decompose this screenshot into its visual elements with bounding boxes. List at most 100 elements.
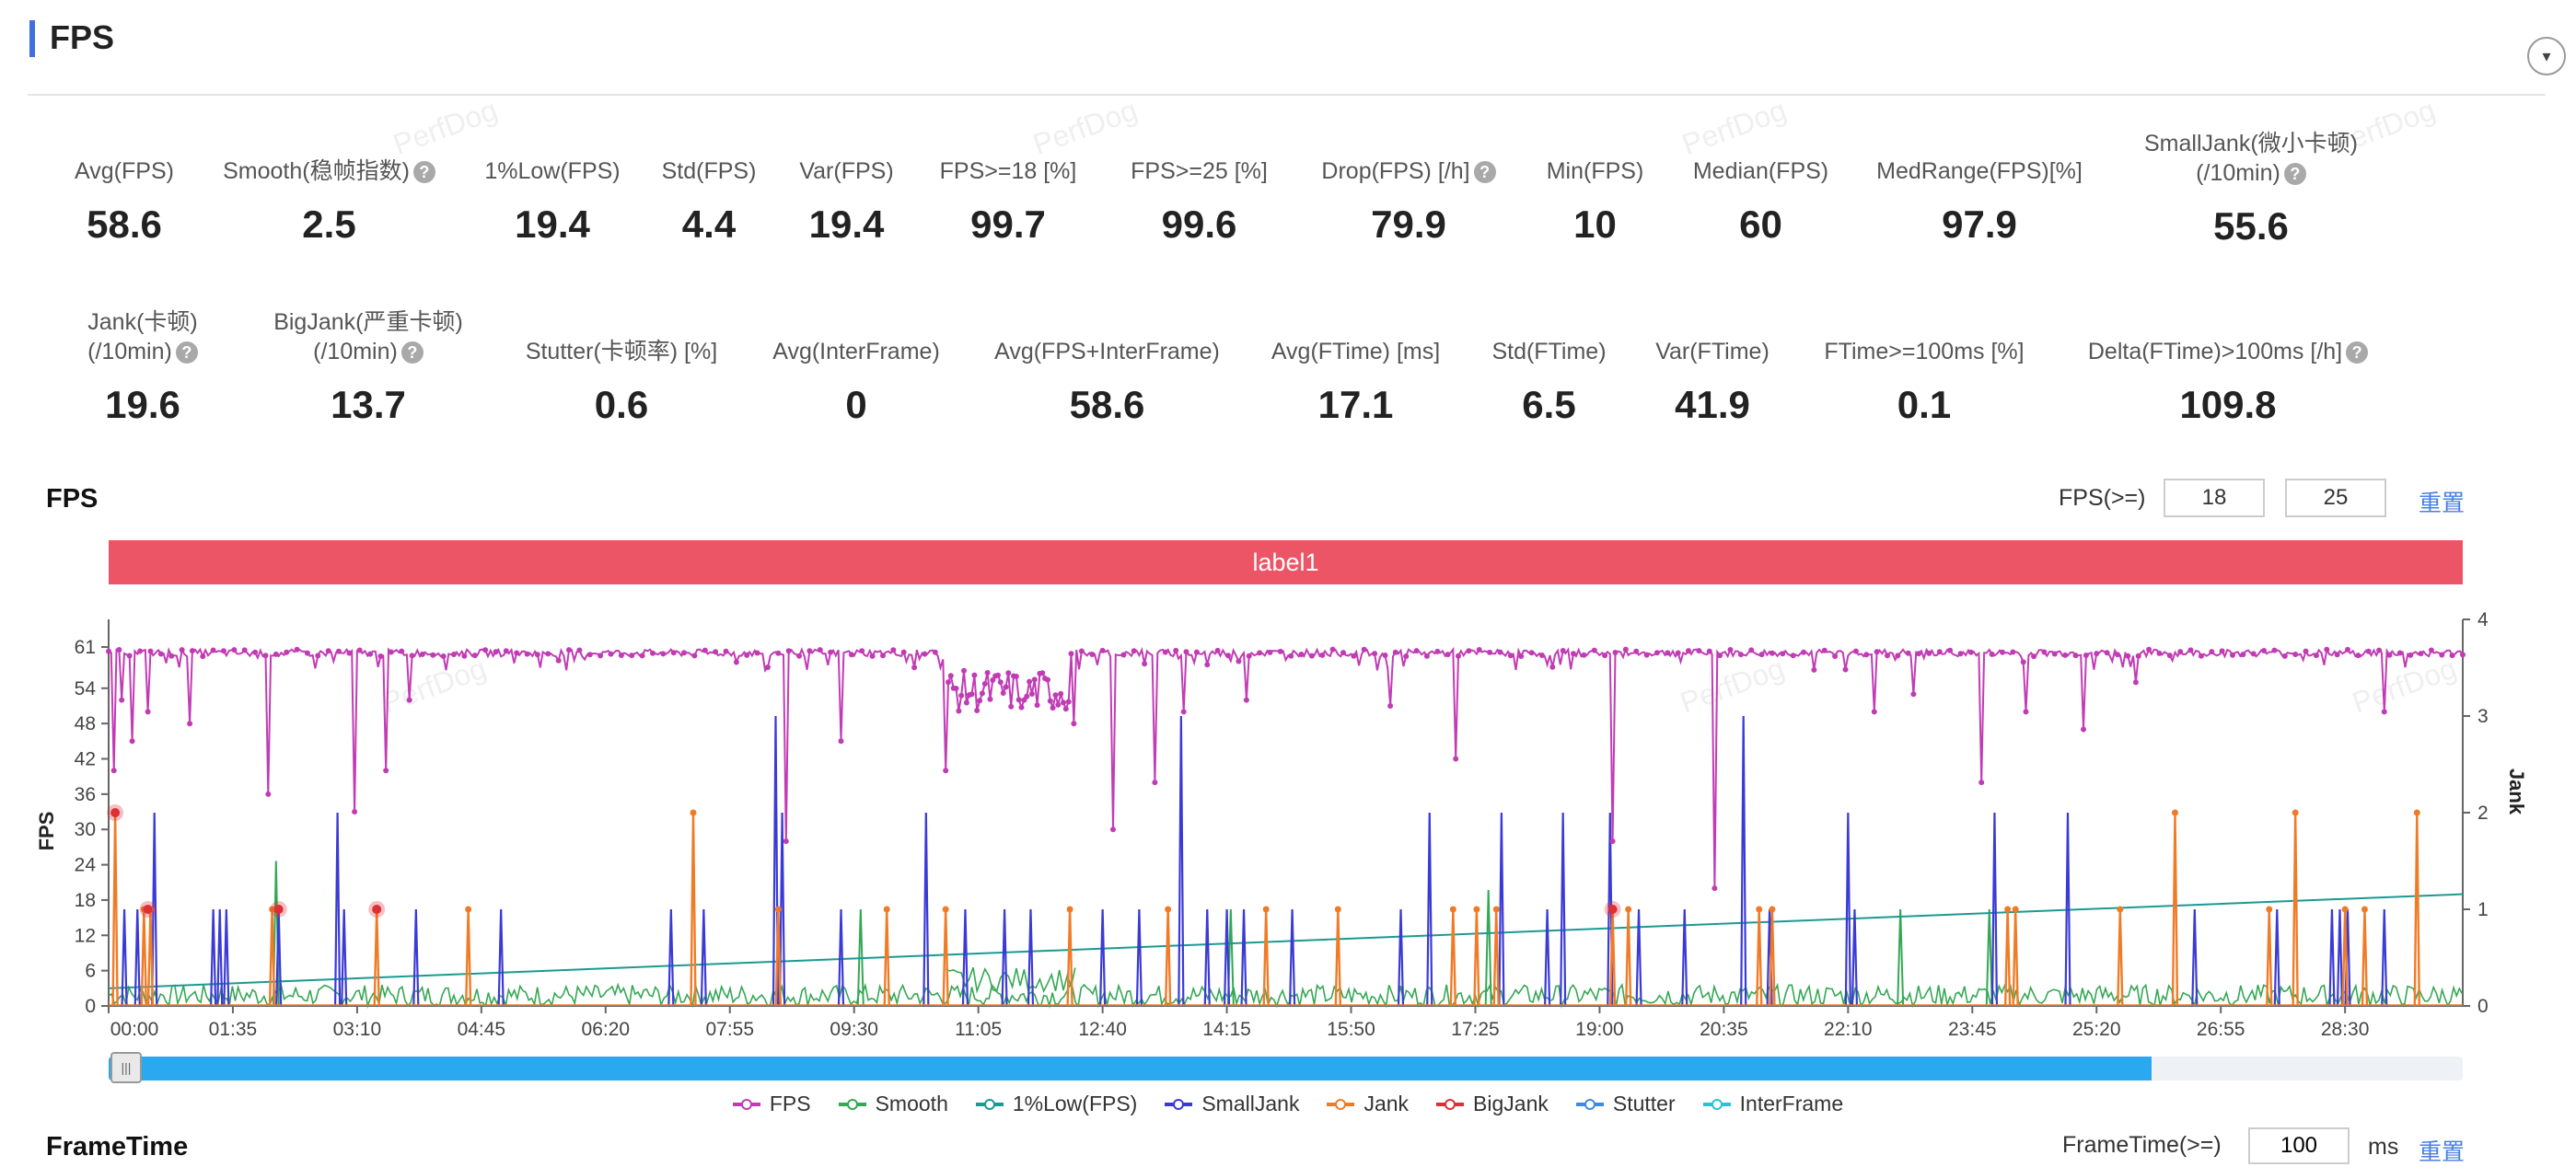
fps-point <box>958 692 965 699</box>
fps-point <box>1811 666 1817 673</box>
jank-spike <box>1066 908 1073 1007</box>
help-icon[interactable]: ? <box>400 341 424 364</box>
fps-point <box>2115 652 2120 658</box>
legend-item-jank[interactable]: Jank <box>1327 1092 1409 1116</box>
help-icon[interactable]: ? <box>2346 341 2369 364</box>
y-tick-label: 30 <box>75 819 96 840</box>
fps-point <box>2408 652 2414 658</box>
fps-point <box>1989 651 1995 657</box>
fps-point <box>555 657 562 664</box>
scroll-handle-icon[interactable]: ||| <box>110 1052 142 1083</box>
legend-symbol-icon <box>1575 1098 1604 1111</box>
fps-point <box>1978 780 1985 786</box>
legend-label: Stutter <box>1612 1092 1676 1115</box>
jank-point <box>1334 906 1341 913</box>
fps-point <box>315 653 321 659</box>
fps-point <box>168 653 175 659</box>
fps-point <box>352 809 358 815</box>
help-icon[interactable]: ? <box>175 341 198 364</box>
jank-spike <box>2117 908 2124 1007</box>
fps-point <box>947 673 954 679</box>
smalljank-spike <box>1990 812 1999 1007</box>
collapse-icon[interactable]: ▾ <box>2527 37 2566 75</box>
label-bar[interactable]: label1 <box>109 540 2463 584</box>
fps-point <box>765 664 771 670</box>
fps-point <box>1622 646 1629 653</box>
metric-min-fps: Min(FPS) 10 <box>1533 156 1657 247</box>
fps-point <box>119 697 125 703</box>
fps-point <box>987 696 993 702</box>
metric-label: Avg(FTime) [ms] <box>1271 339 1441 364</box>
fps-point <box>2324 646 2330 653</box>
metric-value: 97.9 <box>1942 202 2017 246</box>
time-range-scrollbar[interactable] <box>109 1057 2463 1080</box>
x-tick-label: 28:30 <box>2321 1019 2370 1040</box>
fps-chart[interactable]: PerfDog PerfDog PerfDog0612182430364248546… <box>0 603 2576 1049</box>
fps-point <box>1602 653 1608 659</box>
fps-threshold-2-input[interactable] <box>2285 479 2386 517</box>
frametime-reset-link[interactable]: 重置 <box>2419 1139 2466 1165</box>
fps-point <box>586 652 593 658</box>
fps-point <box>890 647 897 653</box>
fps-point <box>221 648 226 654</box>
fps-point <box>1727 647 1734 653</box>
fps-point <box>273 651 279 657</box>
jank-point <box>2266 906 2273 913</box>
metric-stutter: Stutter(卡顿率) [%] 0.6 <box>511 337 732 427</box>
reset-link[interactable]: 重置 <box>2419 491 2466 516</box>
legend-label: InterFrame <box>1739 1092 1844 1115</box>
legend-item-smooth[interactable]: Smooth <box>838 1092 948 1116</box>
fps-point <box>2156 650 2163 656</box>
frametime-unit: ms <box>2368 1134 2399 1160</box>
fps-point <box>2261 648 2268 653</box>
fps-point <box>1895 653 1901 659</box>
legend-item-stutter[interactable]: Stutter <box>1575 1092 1676 1116</box>
help-icon[interactable]: ? <box>1473 161 1496 183</box>
y-tick-label: 6 <box>85 961 96 982</box>
fps-point <box>995 672 1001 678</box>
legend-symbol-icon <box>1702 1098 1731 1111</box>
fps-point <box>514 650 520 656</box>
fps-point <box>1288 653 1294 659</box>
fps-point <box>1298 652 1305 657</box>
fps-point <box>1045 676 1050 683</box>
legend-item-bigjank[interactable]: BigJank <box>1436 1092 1549 1116</box>
watermark: PerfDog <box>389 93 502 162</box>
fps-point <box>2198 653 2204 659</box>
smalljank-spike <box>1289 908 1296 1007</box>
fps-point <box>2381 709 2387 715</box>
fps-point <box>189 648 195 654</box>
fps-point <box>210 647 216 653</box>
legend-item-fps[interactable]: FPS <box>732 1092 811 1116</box>
metric-value: 6.5 <box>1522 383 1576 426</box>
smalljank-spike <box>1135 908 1143 1007</box>
smooth-spike <box>1897 908 1905 1007</box>
jank-point <box>1756 906 1763 913</box>
frametime-threshold-input[interactable] <box>2248 1127 2350 1164</box>
fps-point <box>971 672 978 678</box>
legend-item-smalljank[interactable]: SmallJank <box>1165 1092 1299 1116</box>
fps-threshold-1-input[interactable] <box>2164 479 2265 517</box>
metric-label: Avg(FPS+InterFrame) <box>994 339 1220 364</box>
fps-point <box>650 650 656 656</box>
jank-point <box>269 906 276 913</box>
fps-point <box>1737 652 1744 658</box>
legend-item-interframe[interactable]: InterFrame <box>1702 1092 1844 1116</box>
smalljank-spike <box>1740 715 1747 1007</box>
fps-point <box>1910 691 1917 698</box>
fps-point <box>1769 650 1775 656</box>
fps-point <box>1445 652 1451 658</box>
legend-item-1-low-fps[interactable]: 1%Low(FPS) <box>975 1092 1137 1116</box>
jank-spike <box>268 908 276 1007</box>
fps-point <box>1528 650 1535 656</box>
jank-point <box>1625 906 1632 913</box>
help-icon[interactable]: ? <box>412 161 435 183</box>
jank-spike <box>373 908 380 1007</box>
fps-point <box>1801 649 1806 655</box>
fps-point <box>629 653 635 659</box>
fps-point <box>2020 659 2026 665</box>
help-icon[interactable]: ? <box>2283 163 2306 185</box>
fps-point <box>1758 652 1765 658</box>
bigjank-point <box>1607 905 1618 914</box>
fps-point <box>2345 646 2350 653</box>
